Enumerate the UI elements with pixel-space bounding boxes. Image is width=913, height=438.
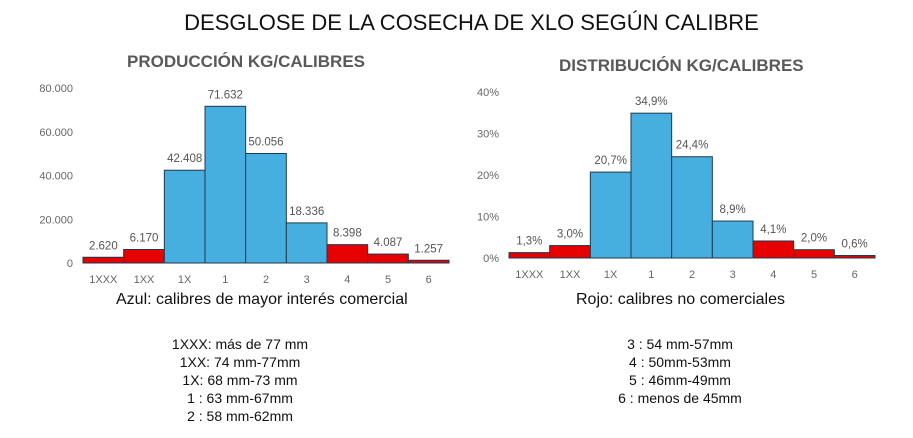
bar: [163, 169, 206, 264]
y-tick-label: 60.000: [39, 127, 73, 139]
bar: [630, 112, 673, 259]
y-tick-label: 10%: [477, 212, 499, 224]
x-tick-label: 1: [648, 269, 654, 281]
charts-svg: 0 20.000 40.000 60.000 80.000 2.620 1XXX 6.170 1…: [39, 83, 876, 286]
y-tick-label: 0%: [483, 253, 499, 265]
bar: [833, 255, 876, 259]
x-tick-label: 1X: [604, 269, 618, 281]
x-tick-label: 6: [852, 269, 858, 281]
y-tick-label: 30%: [477, 129, 499, 141]
caption-blue: Azul: calibres de mayor interés comercia…: [116, 291, 408, 308]
data-label: 8.398: [333, 228, 362, 240]
data-label: 24,4%: [676, 140, 709, 152]
x-tick-label: 1XXX: [515, 269, 544, 281]
data-label: 6.170: [130, 233, 159, 245]
y-tick-label: 40%: [477, 87, 499, 99]
caption-red: Rojo: calibres no comerciales: [576, 291, 785, 308]
x-tick-label: 4: [770, 269, 776, 281]
legend-left-item: 2 : 58 mm-62mm: [187, 408, 293, 424]
x-tick-label: 4: [344, 274, 350, 286]
bar: [367, 253, 409, 264]
chart-title-distribution: DISTRIBUCIÓN KG/CALIBRES: [559, 56, 804, 75]
y-tick-label: 40.000: [39, 171, 73, 183]
bar: [589, 171, 632, 259]
bar: [82, 256, 125, 264]
legend-right-item: 5 : 46mm-49mm: [629, 372, 731, 388]
y-tick-label: 80.000: [39, 83, 73, 95]
data-label: 2,0%: [801, 233, 827, 245]
x-tick-label: 3: [730, 269, 736, 281]
data-label: 8,9%: [720, 204, 746, 216]
legend-right-item: 3 : 54 mm-57mm: [627, 336, 733, 352]
bar: [752, 240, 795, 259]
bar: [407, 259, 450, 264]
x-tick-label: 2: [689, 269, 695, 281]
data-label: 1,3%: [516, 236, 542, 248]
bar: [326, 244, 369, 264]
x-tick-label: 1: [222, 274, 228, 286]
data-label: 0,6%: [842, 239, 868, 251]
main-title: DESGLOSE DE LA COSECHA DE XLO SEGÚN CALI…: [184, 10, 759, 35]
data-label: 18.336: [289, 206, 324, 218]
bar: [711, 220, 754, 259]
data-label: 20,7%: [594, 155, 627, 167]
bar: [549, 245, 591, 259]
data-label: 3,0%: [557, 229, 583, 241]
y-tick-label: 0: [67, 258, 73, 270]
data-label: 4,1%: [760, 224, 786, 236]
data-label: 50.056: [248, 137, 283, 149]
bar: [204, 105, 247, 264]
data-label: 1.257: [414, 243, 443, 255]
bar: [508, 252, 551, 259]
chart-title-production: PRODUCCIÓN KG/CALIBRES: [127, 52, 366, 71]
data-label: 4.087: [374, 237, 403, 249]
legend-left-item: 1XXX: más de 77 mm: [171, 336, 309, 352]
legend-right-item: 6 : menos de 45mm: [618, 390, 742, 406]
legend-right-item: 4 : 50mm-53mm: [629, 354, 731, 370]
bar: [793, 249, 835, 259]
data-label: 42.408: [167, 153, 202, 165]
x-tick-label: 1XX: [134, 274, 155, 286]
x-tick-label: 3: [304, 274, 310, 286]
x-tick-label: 2: [263, 274, 269, 286]
bar: [245, 153, 287, 264]
x-tick-label: 5: [811, 269, 817, 281]
x-tick-label: 6: [426, 274, 432, 286]
x-tick-label: 1XXX: [89, 274, 118, 286]
legend-left: 1XXX: más de 77 mm 1XX: 74 mm-77mm 1X: 6…: [140, 335, 340, 425]
legend-left-item: 1 : 63 mm-67mm: [187, 390, 293, 406]
x-tick-label: 5: [385, 274, 391, 286]
bar: [671, 156, 713, 259]
bar: [123, 249, 165, 264]
data-label: 71.632: [208, 89, 243, 101]
y-tick-label: 20.000: [39, 214, 73, 226]
legend-left-item: 1X: 68 mm-73 mm: [182, 372, 298, 388]
data-label: 2.620: [89, 240, 118, 252]
y-tick-label: 20%: [477, 170, 499, 182]
legend-left-item: 1XX: 74 mm-77mm: [179, 354, 301, 370]
x-tick-label: 1X: [178, 274, 192, 286]
data-label: 34,9%: [635, 96, 668, 108]
legend-right: 3 : 54 mm-57mm 4 : 50mm-53mm 5 : 46mm-49…: [580, 335, 780, 407]
x-tick-label: 1XX: [560, 269, 581, 281]
bar: [285, 222, 328, 264]
